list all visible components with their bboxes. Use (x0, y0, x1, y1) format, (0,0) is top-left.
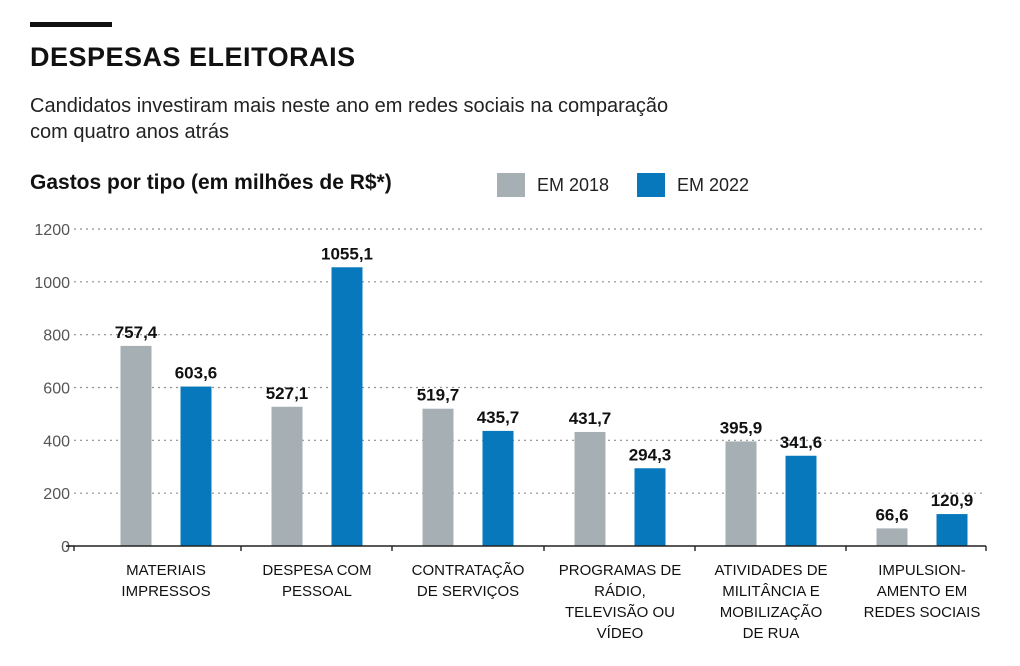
bar-2018 (725, 441, 757, 546)
category-label-line: REDES SOCIAIS (864, 604, 981, 621)
title-accent-bar (30, 22, 112, 27)
y-tick-label: 0 (61, 539, 70, 556)
category-label-line: DE SERVIÇOS (417, 583, 519, 600)
value-label-2022: 341,6 (780, 433, 823, 452)
category-label-line: DE RUA (743, 625, 800, 642)
y-tick-label: 400 (43, 433, 70, 450)
category-label: PROGRAMAS DE RÁDIO, TELEVISÃO OU VÍDEO (559, 562, 682, 642)
y-tick-label: 200 (43, 486, 70, 503)
value-label-2022: 1055,1 (321, 244, 373, 263)
category-label-line: DESPESA COM (262, 562, 371, 579)
category-label-line: AMENTO EM (877, 583, 968, 600)
y-tick-label: 1000 (34, 275, 70, 292)
bar-2018 (574, 431, 606, 546)
category-label: ATIVIDADES DE MILITÂNCIA E MOBILIZAÇÃO DE R… (714, 562, 827, 642)
category-label-line: ATIVIDADES DE (714, 562, 827, 579)
bar-2018 (271, 406, 303, 546)
bar-2018 (120, 345, 152, 546)
category-label-line: MOBILIZAÇÃO (720, 604, 823, 621)
legend-label-2018: EM 2018 (537, 174, 610, 195)
category-label-line: PROGRAMAS DE (559, 562, 682, 579)
category-label-line: VÍDEO (597, 625, 644, 642)
category-label: MATERIAIS IMPRESSOS (121, 562, 210, 600)
legend-label-2022: EM 2022 (677, 174, 750, 195)
category-label-line: IMPULSION- (878, 562, 966, 579)
bar-2022 (482, 430, 514, 546)
category-label-line: TELEVISÃO OU (565, 604, 675, 621)
y-tick-label: 1200 (34, 222, 70, 239)
category-label-line: RÁDIO, (594, 583, 646, 600)
legend-swatch-2018 (497, 173, 525, 197)
y-tick-label: 800 (43, 328, 70, 345)
bar-2018 (422, 408, 454, 546)
category-label-line: MILITÂNCIA E (722, 583, 820, 600)
category-label: CONTRATAÇÃO DE SERVIÇOS (412, 562, 525, 600)
bar-2022 (331, 267, 363, 546)
chart-title: DESPESAS ELEITORAIS (30, 42, 356, 72)
value-label-2018: 395,9 (720, 418, 763, 437)
category-label: IMPULSION- AMENTO EM REDES SOCIAIS (864, 562, 981, 621)
category-label: DESPESA COM PESSOAL (262, 562, 371, 600)
category-label-line: CONTRATAÇÃO (412, 562, 525, 579)
y-tick-label: 600 (43, 381, 70, 398)
category-label-line: IMPRESSOS (121, 583, 210, 600)
bar-2018 (876, 528, 908, 546)
category-label-line: MATERIAIS (126, 562, 206, 579)
value-label-2022: 603,6 (175, 364, 218, 383)
value-label-2018: 519,7 (417, 386, 460, 405)
bar-2022 (634, 468, 666, 546)
legend-item-2022: EM 2022 (637, 173, 749, 197)
value-label-2018: 66,6 (875, 505, 908, 524)
bar-2022 (785, 455, 817, 546)
legend-swatch-2022 (637, 173, 665, 197)
value-label-2018: 431,7 (569, 409, 612, 428)
value-label-2022: 120,9 (931, 491, 974, 510)
chart-heading: Gastos por tipo (em milhões de R$*) (30, 171, 392, 194)
value-label-2018: 757,4 (115, 323, 158, 342)
bar-2022 (180, 386, 212, 546)
chart-subtitle: Candidatos investiram mais neste ano em … (30, 95, 669, 143)
value-label-2018: 527,1 (266, 384, 309, 403)
value-label-2022: 294,3 (629, 445, 672, 464)
bar-2022 (936, 514, 968, 546)
value-label-2022: 435,7 (477, 408, 520, 427)
legend-item-2018: EM 2018 (497, 173, 609, 197)
category-label-line: PESSOAL (282, 583, 352, 600)
